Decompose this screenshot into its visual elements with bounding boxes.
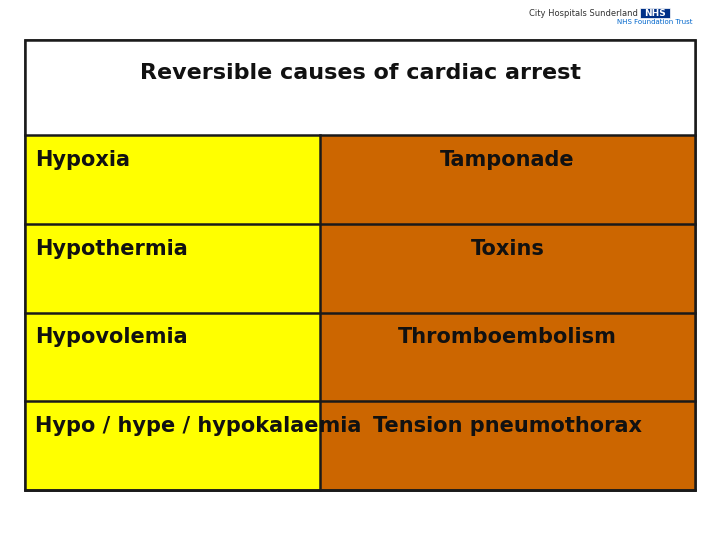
Bar [25, 40, 695, 135]
Text: Hypothermia: Hypothermia [35, 239, 188, 259]
Text: Tamponade: Tamponade [440, 150, 575, 170]
Bar [320, 313, 695, 401]
Bar [25, 224, 320, 313]
Bar [25, 40, 695, 490]
Text: Hypovolemia: Hypovolemia [35, 327, 188, 347]
Bar [25, 401, 320, 490]
Bar [25, 135, 320, 224]
Bar [320, 224, 695, 313]
Text: NHS: NHS [644, 9, 666, 17]
Text: Hypoxia: Hypoxia [35, 150, 130, 170]
Text: Tension pneumothorax: Tension pneumothorax [373, 416, 642, 436]
Text: Reversible causes of cardiac arrest: Reversible causes of cardiac arrest [140, 63, 580, 83]
Bar [320, 135, 695, 224]
Text: Hypo / hype / hypokalaemia: Hypo / hype / hypokalaemia [35, 416, 361, 436]
Bar [640, 8, 670, 18]
Text: Thromboembolism: Thromboembolism [398, 327, 617, 347]
Bar [320, 401, 695, 490]
Text: Toxins: Toxins [470, 239, 544, 259]
Text: City Hospitals Sunderland: City Hospitals Sunderland [529, 9, 638, 17]
Bar [25, 40, 695, 490]
Bar [25, 313, 320, 401]
Text: NHS Foundation Trust: NHS Foundation Trust [617, 19, 693, 25]
